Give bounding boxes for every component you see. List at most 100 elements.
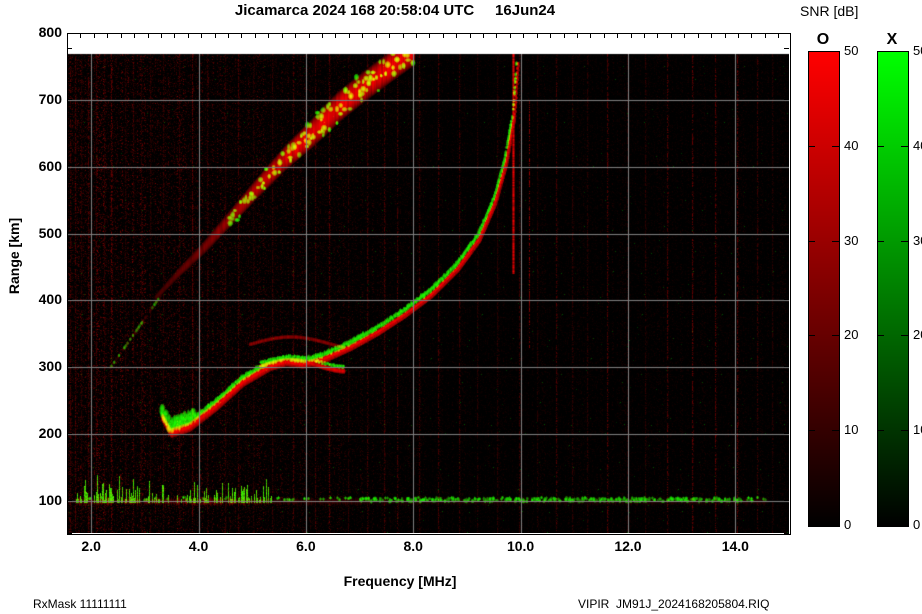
colorbar-tick-label: 30 xyxy=(844,233,859,248)
colorbar-o-letter: O xyxy=(816,31,830,48)
tick-mark xyxy=(443,33,444,38)
tick-mark xyxy=(188,528,189,533)
tick-mark xyxy=(784,366,789,367)
tick-mark xyxy=(67,266,72,267)
tick-mark xyxy=(362,33,363,38)
tick-mark xyxy=(67,199,72,200)
colorbar-o-gradient xyxy=(808,51,840,527)
tick-mark xyxy=(537,528,538,533)
colorbar-tick-mark xyxy=(832,335,839,336)
y-tick-label: 300 xyxy=(38,358,62,375)
colorbar-tick-mark xyxy=(901,335,908,336)
tick-mark xyxy=(784,399,789,400)
tick-mark xyxy=(134,528,135,533)
tick-mark xyxy=(751,528,752,533)
tick-mark xyxy=(67,82,72,83)
tick-mark xyxy=(784,266,789,267)
tick-mark xyxy=(443,528,444,533)
tick-mark xyxy=(335,33,336,38)
tick-mark xyxy=(784,215,789,216)
tick-mark xyxy=(429,528,430,533)
tick-mark xyxy=(107,33,108,38)
tick-mark xyxy=(67,533,72,534)
tick-mark xyxy=(778,528,779,533)
tick-mark xyxy=(738,528,739,533)
y-tick-label: 200 xyxy=(38,425,62,442)
tick-mark xyxy=(161,528,162,533)
tick-mark xyxy=(617,528,618,533)
tick-mark xyxy=(644,33,645,38)
colorbar-tick-mark xyxy=(901,146,908,147)
tick-mark xyxy=(617,33,618,38)
colorbar-tick-mark xyxy=(832,146,839,147)
colorbar-tick-label: 40 xyxy=(913,138,922,153)
tick-mark xyxy=(711,33,712,38)
tick-mark xyxy=(784,99,789,100)
tick-mark xyxy=(590,33,591,38)
colorbar-tick-mark xyxy=(877,335,884,336)
tick-mark xyxy=(403,33,404,38)
tick-mark xyxy=(765,33,766,38)
tick-mark xyxy=(784,199,789,200)
tick-mark xyxy=(784,232,789,233)
tick-mark xyxy=(67,399,72,400)
tick-mark xyxy=(784,449,789,450)
tick-mark xyxy=(784,516,789,517)
tick-mark xyxy=(784,332,789,333)
tick-mark xyxy=(684,528,685,533)
rxmask-label: RxMask 11111111 xyxy=(33,597,127,611)
tick-mark xyxy=(671,33,672,38)
colorbar-tick-mark xyxy=(832,430,839,431)
tick-mark xyxy=(784,132,789,133)
y-tick-label: 500 xyxy=(38,224,62,241)
tick-mark xyxy=(784,433,789,434)
tick-mark xyxy=(631,33,632,38)
tick-mark xyxy=(67,215,72,216)
tick-mark xyxy=(67,366,72,367)
tick-mark xyxy=(174,33,175,38)
tick-mark xyxy=(121,33,122,38)
colorbar-tick-label: 10 xyxy=(913,422,922,437)
tick-mark xyxy=(784,349,789,350)
x-tick-label: 4.0 xyxy=(188,538,209,554)
tick-mark xyxy=(67,316,72,317)
y-tick-label: 400 xyxy=(38,291,62,308)
tick-mark xyxy=(550,33,551,38)
tick-mark xyxy=(784,383,789,384)
colorbar-x-gradient xyxy=(877,51,909,527)
colorbar-tick-mark xyxy=(808,335,815,336)
tick-mark xyxy=(784,316,789,317)
tick-mark xyxy=(67,132,72,133)
tick-mark xyxy=(429,33,430,38)
tick-mark xyxy=(295,528,296,533)
tick-mark xyxy=(309,33,310,38)
tick-mark xyxy=(107,528,108,533)
tick-mark xyxy=(268,528,269,533)
tick-mark xyxy=(470,528,471,533)
tick-mark xyxy=(784,533,789,534)
tick-mark xyxy=(67,433,72,434)
x-tick-label: 2.0 xyxy=(81,538,101,554)
tick-mark xyxy=(67,466,72,467)
tick-mark xyxy=(67,115,72,116)
tick-mark xyxy=(282,528,283,533)
page-title: Jicamarca 2024 168 20:58:04 UTC 16Jun24 xyxy=(234,2,556,19)
tick-mark xyxy=(80,528,81,533)
x-axis-label: Frequency [MHz] xyxy=(343,573,457,589)
tick-mark xyxy=(67,282,72,283)
colorbar-tick-label: 0 xyxy=(913,517,921,532)
tick-mark xyxy=(349,528,350,533)
y-axis-ticks: 100 200 300 400 500 600 700 800 xyxy=(0,24,62,533)
tick-mark xyxy=(94,528,95,533)
tick-mark xyxy=(161,33,162,38)
ionogram-canvas xyxy=(67,33,789,533)
tick-mark xyxy=(67,349,72,350)
tick-mark xyxy=(784,149,789,150)
tick-mark xyxy=(268,33,269,38)
tick-mark xyxy=(67,149,72,150)
tick-mark xyxy=(751,33,752,38)
colorbar-tick-mark xyxy=(808,430,815,431)
tick-mark xyxy=(67,182,72,183)
tick-mark xyxy=(456,33,457,38)
